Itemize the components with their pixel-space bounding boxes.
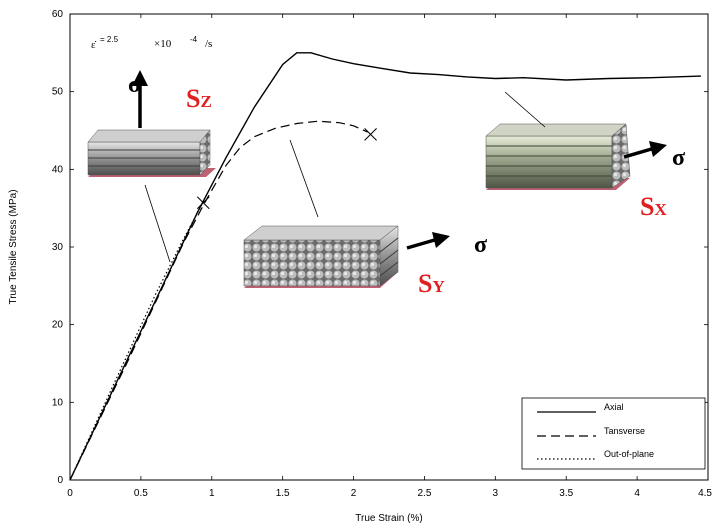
specimen-y-illustration xyxy=(240,216,450,294)
x-tick-label: 4.5 xyxy=(698,488,712,499)
legend: Axial Tansverse Out-of-plane xyxy=(521,397,706,470)
sigma-z-label: σ xyxy=(128,72,141,98)
y-tick-label: 10 xyxy=(52,397,64,408)
sigma-y-label: σ xyxy=(474,232,487,258)
x-tick-label: 0.5 xyxy=(134,488,148,499)
strain-rate-exponent: -4 xyxy=(190,35,198,44)
y-axis-title: True Tensile Stress (MPa) xyxy=(8,189,19,304)
failure-marker xyxy=(196,196,210,210)
series-layer xyxy=(69,52,701,481)
failure-marker xyxy=(364,128,377,141)
sigma-x-arrow xyxy=(623,146,656,159)
x-tick-label: 3 xyxy=(493,488,499,499)
x-tick-label: 4 xyxy=(634,488,640,499)
strain-rate-times: ×10 xyxy=(154,38,172,50)
legend-box xyxy=(521,397,706,470)
specimen-x-illustration xyxy=(480,118,667,196)
x-tick-label: 3.5 xyxy=(559,488,573,499)
sigma-x-label: σ xyxy=(672,145,685,171)
specimen-z-illustration xyxy=(80,70,216,182)
leader-lines xyxy=(144,91,546,263)
x-axis-ticks: 0 0.5 1 1.5 2 2.5 3 3.5 4 4.5 xyxy=(67,14,712,499)
strain-rate-value: = 2.5 xyxy=(100,35,119,44)
x-tick-label: 0 xyxy=(67,488,73,499)
series-line-out-of-plane xyxy=(69,201,204,481)
y-tick-label: 20 xyxy=(52,320,64,331)
series-line-axial xyxy=(69,52,701,481)
x-tick-label: 2 xyxy=(351,488,357,499)
failure-markers xyxy=(196,128,377,210)
strain-rate-unit: /s xyxy=(205,38,212,50)
x-tick-label: 2.5 xyxy=(417,488,431,499)
x-tick-label: 1 xyxy=(209,488,215,499)
y-axis-ticks: 0 10 20 30 40 50 60 xyxy=(52,9,708,486)
y-tick-label: 50 xyxy=(52,87,64,98)
sigma-y-arrow xyxy=(406,237,439,250)
specimen-y-label: SY xyxy=(418,269,445,298)
specimen-x-label: SX xyxy=(640,192,667,221)
y-tick-label: 0 xyxy=(57,475,63,486)
legend-label-axial: Axial xyxy=(604,402,624,412)
x-axis-title: True Strain (%) xyxy=(355,513,422,524)
y-tick-label: 30 xyxy=(52,242,64,253)
strain-rate-annotation: ε̇ = 2.5 ×10 -4 /s xyxy=(91,35,212,51)
series-line-tansverse xyxy=(69,120,368,481)
strain-rate-symbol: ε̇ xyxy=(91,39,97,51)
y-tick-label: 40 xyxy=(52,164,64,175)
specimen-z-label: SZ xyxy=(186,84,212,113)
legend-label-transverse: Tansverse xyxy=(604,426,645,436)
y-tick-label: 60 xyxy=(52,9,64,20)
legend-label-out-of-plane: Out-of-plane xyxy=(604,449,654,459)
x-tick-label: 1.5 xyxy=(276,488,290,499)
